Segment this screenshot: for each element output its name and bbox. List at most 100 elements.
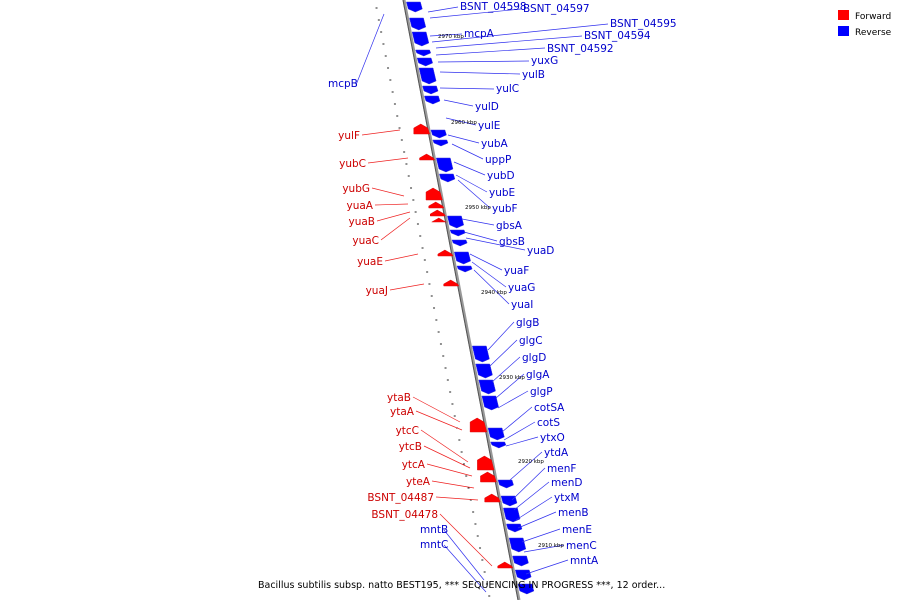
gene-label[interactable]: BSNT_04487 (367, 492, 434, 504)
gene-label[interactable]: ytcC (396, 425, 419, 437)
gene-label[interactable]: cotSA (534, 402, 565, 414)
gene-label[interactable]: ytcB (399, 441, 422, 453)
reverse-gene-glyph[interactable] (456, 265, 473, 273)
forward-gene-glyph[interactable] (425, 187, 443, 201)
gene-label[interactable]: ytxM (554, 492, 580, 504)
forward-gene-glyph[interactable] (430, 209, 446, 217)
gene-label[interactable]: glgA (526, 369, 550, 381)
gene-label[interactable]: BSNT_04595 (610, 18, 677, 30)
reverse-gene-glyph[interactable] (432, 139, 449, 147)
reverse-gene-glyph[interactable] (453, 251, 471, 265)
forward-gene-glyph[interactable] (443, 279, 460, 287)
reverse-gene-glyph[interactable] (411, 31, 430, 47)
gene-label[interactable]: menD (551, 477, 582, 489)
reverse-gene-glyph[interactable] (439, 173, 456, 183)
forward-gene-glyph[interactable] (430, 217, 447, 223)
reverse-gene-glyph[interactable] (503, 507, 521, 523)
reverse-gene-glyph[interactable] (481, 395, 499, 411)
reverse-gene-glyph[interactable] (478, 379, 496, 395)
gene-label[interactable]: ytaA (390, 406, 415, 418)
forward-gene-glyph[interactable] (477, 455, 495, 471)
forward-gene-glyph[interactable] (497, 561, 514, 569)
gene-label[interactable]: mntB (420, 524, 448, 536)
gene-label[interactable]: cotS (537, 417, 560, 429)
gene-label[interactable]: yuaC (352, 235, 379, 247)
gene-label[interactable]: yuaE (357, 256, 383, 268)
gene-label[interactable]: ytcA (402, 459, 426, 471)
gene-label[interactable]: yulD (475, 101, 499, 113)
forward-gene-glyph[interactable] (484, 493, 501, 503)
gene-label[interactable]: mcpA (464, 28, 495, 40)
reverse-gene-glyph[interactable] (435, 157, 454, 173)
gene-label[interactable]: mntA (570, 555, 599, 567)
reverse-gene-glyph[interactable] (430, 129, 447, 139)
reverse-gene-glyph[interactable] (472, 345, 490, 363)
forward-gene-glyph[interactable] (437, 249, 454, 257)
reverse-gene-glyph[interactable] (409, 17, 427, 31)
gene-label[interactable]: menC (566, 540, 597, 552)
gene-label[interactable]: BSNT_04478 (371, 509, 438, 521)
gene-label[interactable]: ytxO (540, 432, 565, 444)
gene-label[interactable]: yubF (492, 203, 518, 215)
gene-label[interactable]: BSNT_04594 (584, 30, 651, 42)
forward-gene-glyph[interactable] (419, 153, 436, 161)
gene-label[interactable]: yulB (522, 69, 545, 81)
gene-label[interactable]: glgC (519, 335, 543, 347)
reverse-gene-glyph[interactable] (406, 1, 423, 13)
reverse-gene-glyph[interactable] (418, 67, 437, 85)
reverse-gene-glyph[interactable] (512, 555, 529, 567)
gene-label[interactable]: menF (547, 463, 576, 475)
reverse-gene-glyph[interactable] (449, 229, 466, 237)
gene-label[interactable]: gbsB (499, 236, 525, 248)
gene-label[interactable]: glgP (530, 386, 553, 398)
gene-label[interactable]: mcpB (328, 78, 358, 90)
reverse-gene-glyph[interactable] (506, 523, 523, 533)
gene-label[interactable]: menB (558, 507, 589, 519)
gene-label[interactable]: BSNT_04597 (523, 3, 590, 15)
gene-label[interactable]: uppP (485, 154, 511, 166)
gene-label[interactable]: yubE (489, 187, 515, 199)
gene-label[interactable]: yuaG (508, 282, 535, 294)
forward-gene-glyph[interactable] (480, 471, 497, 483)
gene-label[interactable]: gbsA (496, 220, 523, 232)
gene-label[interactable]: yteA (406, 476, 431, 488)
forward-gene-glyph[interactable] (413, 123, 431, 135)
forward-gene-glyph[interactable] (469, 417, 488, 433)
reverse-gene-glyph[interactable] (416, 57, 433, 67)
reverse-gene-glyph[interactable] (508, 537, 527, 553)
gene-label[interactable]: yubD (487, 170, 515, 182)
reverse-gene-glyph[interactable] (487, 427, 505, 441)
gene-label[interactable]: ytaB (387, 392, 411, 404)
gene-label[interactable]: yuxG (531, 55, 558, 67)
reverse-gene-glyph[interactable] (447, 215, 464, 229)
gene-label[interactable]: menE (562, 524, 592, 536)
reverse-gene-glyph[interactable] (497, 479, 514, 489)
forward-gene-glyph[interactable] (428, 201, 445, 209)
gene-label[interactable]: yulC (496, 83, 519, 95)
gene-label[interactable]: yulF (338, 130, 360, 142)
gene-label[interactable]: yuaJ (366, 285, 388, 297)
gene-label[interactable]: yubG (342, 183, 370, 195)
gene-label[interactable]: yuaI (511, 299, 533, 311)
gene-label[interactable]: mntC (420, 539, 448, 551)
gene-label[interactable]: yubC (339, 158, 366, 170)
reverse-gene-glyph[interactable] (415, 49, 432, 57)
gene-label[interactable]: yuaF (504, 265, 529, 277)
gene-label[interactable]: glgB (516, 317, 539, 329)
reverse-gene-glyph[interactable] (451, 239, 468, 247)
gene-label[interactable]: yuaA (347, 200, 374, 212)
gene-label[interactable]: ytdA (544, 447, 569, 459)
reverse-gene-glyph[interactable] (475, 363, 493, 379)
gene-label[interactable]: yuaB (348, 216, 375, 228)
reverse-gene-glyph[interactable] (517, 583, 535, 595)
gene-label[interactable]: BSNT_04592 (547, 43, 614, 55)
reverse-gene-glyph[interactable] (490, 441, 507, 449)
gene-label[interactable]: yulE (478, 120, 500, 132)
gene-label[interactable]: glgD (522, 352, 546, 364)
reverse-gene-glyph[interactable] (514, 569, 532, 581)
reverse-gene-glyph[interactable] (424, 95, 441, 105)
reverse-gene-glyph[interactable] (500, 495, 518, 507)
gene-label[interactable]: yubA (481, 138, 509, 150)
gene-label[interactable]: BSNT_04598 (460, 1, 527, 13)
gene-label[interactable]: yuaD (527, 245, 554, 257)
